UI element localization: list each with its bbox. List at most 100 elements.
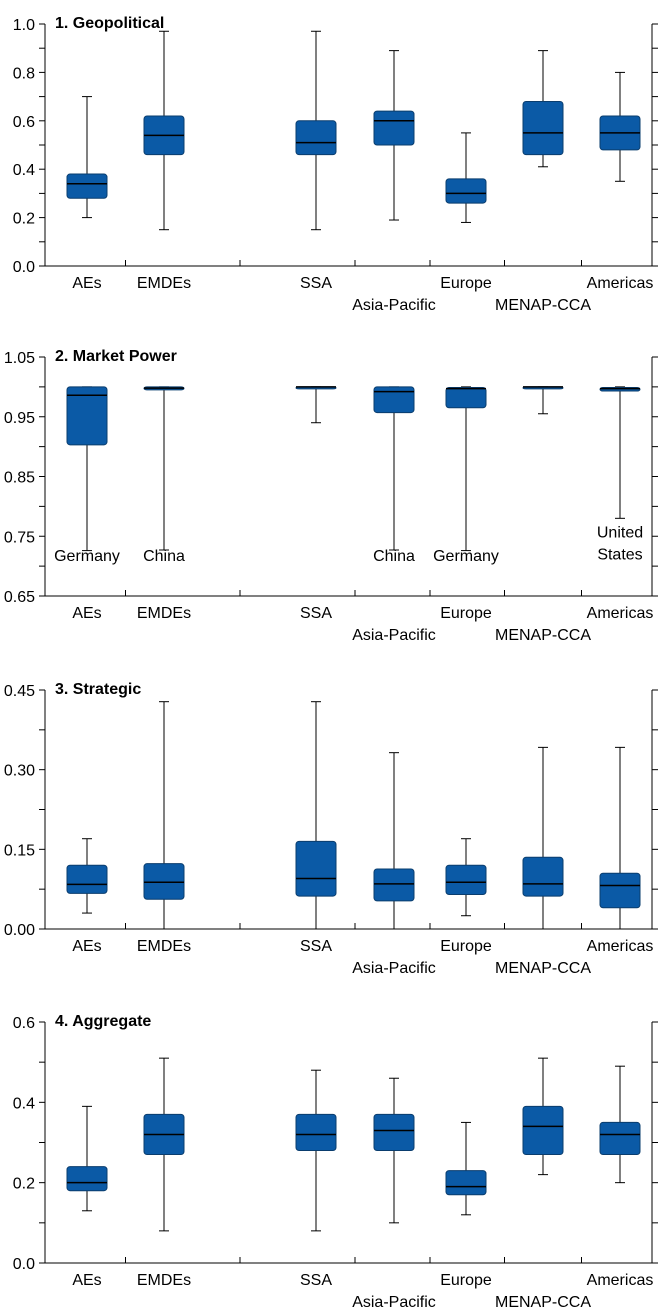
y-tick-label: 0.85 bbox=[4, 470, 35, 487]
iqr-box bbox=[599, 872, 641, 909]
panel-2: 0.65 0.75 0.85 0.95 1.05 2. Market Power AEs EM… bbox=[4, 348, 658, 644]
category-label: Europe bbox=[440, 938, 492, 955]
iqr-box bbox=[522, 100, 564, 156]
y-tick-label: 0.4 bbox=[13, 1095, 35, 1112]
category-label: SSA bbox=[300, 275, 332, 292]
category-label: MENAP-CCA bbox=[495, 1294, 591, 1311]
category-label: EMDEs bbox=[137, 275, 191, 292]
box-2 bbox=[143, 386, 185, 551]
y-tick-label: 0.2 bbox=[13, 211, 35, 228]
box-5 bbox=[445, 1121, 487, 1216]
iqr-box bbox=[66, 386, 108, 446]
y-tick-label: 0.45 bbox=[4, 683, 35, 700]
annotation: China bbox=[373, 548, 415, 565]
panel-title: 3. Strategic bbox=[55, 681, 141, 698]
annotation: China bbox=[143, 548, 185, 565]
iqr-box bbox=[66, 864, 108, 894]
iqr-box bbox=[599, 1121, 641, 1156]
category-label: Americas bbox=[587, 1272, 654, 1289]
category-label: MENAP-CCA bbox=[495, 960, 591, 977]
category-label: Americas bbox=[587, 605, 654, 622]
box-7 bbox=[599, 746, 641, 930]
box-1 bbox=[66, 386, 108, 552]
category-label: AEs bbox=[72, 938, 101, 955]
y-tick-label: 0.8 bbox=[13, 65, 35, 82]
category-label: EMDEs bbox=[137, 938, 191, 955]
y-tick-label: 1.05 bbox=[4, 350, 35, 367]
panel-title: 4. Aggregate bbox=[55, 1013, 151, 1030]
annotation: United States bbox=[597, 524, 643, 563]
iqr-box bbox=[445, 178, 487, 204]
panel-title: 2. Market Power bbox=[55, 348, 177, 365]
iqr-box bbox=[522, 856, 564, 897]
iqr-box bbox=[295, 840, 337, 897]
category-label: MENAP-CCA bbox=[495, 297, 591, 314]
y-tick-label: 0.15 bbox=[4, 842, 35, 859]
box-3 bbox=[295, 1069, 337, 1232]
iqr-box bbox=[295, 1113, 337, 1152]
category-label: Europe bbox=[440, 605, 492, 622]
y-tick-label: 0.6 bbox=[13, 114, 35, 131]
y-tick-label: 0.30 bbox=[4, 763, 35, 780]
category-label: EMDEs bbox=[137, 605, 191, 622]
iqr-box bbox=[143, 863, 185, 900]
box-5 bbox=[445, 386, 487, 552]
category-label: AEs bbox=[72, 605, 101, 622]
box-4 bbox=[373, 752, 415, 930]
iqr-box bbox=[373, 110, 415, 146]
panel-1: 0.0 0.2 0.4 0.6 0.8 1.0 1. Geopolitical AEs EMDE… bbox=[13, 15, 658, 314]
category-label: Asia-Pacific bbox=[352, 1294, 436, 1311]
category-label: Americas bbox=[587, 275, 654, 292]
category-label: SSA bbox=[300, 1272, 332, 1289]
box-3 bbox=[295, 701, 337, 930]
category-label: Asia-Pacific bbox=[352, 627, 436, 644]
y-tick-label: 0.4 bbox=[13, 162, 35, 179]
category-label: Asia-Pacific bbox=[352, 960, 436, 977]
box-7 bbox=[599, 71, 641, 182]
box-1 bbox=[66, 838, 108, 914]
box-4 bbox=[373, 386, 415, 551]
category-label: SSA bbox=[300, 938, 332, 955]
y-tick-label: 0.95 bbox=[4, 410, 35, 427]
y-tick-label: 0.0 bbox=[13, 1256, 35, 1273]
category-label: Europe bbox=[440, 275, 492, 292]
box-6 bbox=[522, 386, 564, 415]
box-2 bbox=[143, 701, 185, 930]
category-label: MENAP-CCA bbox=[495, 627, 591, 644]
box-3 bbox=[295, 386, 337, 424]
annotation-line: States bbox=[597, 546, 642, 563]
box-5 bbox=[445, 838, 487, 917]
y-tick-label: 0.6 bbox=[13, 1015, 35, 1032]
y-tick-label: 0.00 bbox=[4, 922, 35, 939]
category-label: Americas bbox=[587, 938, 654, 955]
box-4 bbox=[373, 1077, 415, 1224]
category-label: Asia-Pacific bbox=[352, 297, 436, 314]
box-1 bbox=[66, 96, 108, 219]
y-tick-label: 0.0 bbox=[13, 259, 35, 276]
y-tick-label: 1.0 bbox=[13, 17, 35, 34]
panel-3: 0.00 0.15 0.30 0.45 3. Strategic AEs EMDEs SSA A… bbox=[4, 681, 658, 977]
y-tick-label: 0.65 bbox=[4, 589, 35, 606]
iqr-box bbox=[373, 868, 415, 902]
box-7 bbox=[599, 1065, 641, 1184]
annotation: Germany bbox=[433, 548, 499, 565]
iqr-box bbox=[373, 386, 415, 414]
box-1 bbox=[66, 1105, 108, 1212]
iqr-box bbox=[445, 1170, 487, 1196]
iqr-box bbox=[522, 1105, 564, 1156]
panel-4: 0.0 0.2 0.4 0.6 4. Aggregate AEs EMDEs SSA Asia-… bbox=[13, 1013, 658, 1311]
category-label: AEs bbox=[72, 1272, 101, 1289]
iqr-box bbox=[373, 1113, 415, 1152]
category-label: AEs bbox=[72, 275, 101, 292]
annotation-line: United bbox=[597, 524, 643, 541]
iqr-box bbox=[445, 864, 487, 895]
annotation: Germany bbox=[54, 548, 120, 565]
box-4 bbox=[373, 50, 415, 221]
box-3 bbox=[295, 30, 337, 231]
box-2 bbox=[143, 30, 185, 231]
y-tick-label: 0.2 bbox=[13, 1176, 35, 1193]
category-label: Europe bbox=[440, 1272, 492, 1289]
box-6 bbox=[522, 50, 564, 168]
box-6 bbox=[522, 746, 564, 930]
